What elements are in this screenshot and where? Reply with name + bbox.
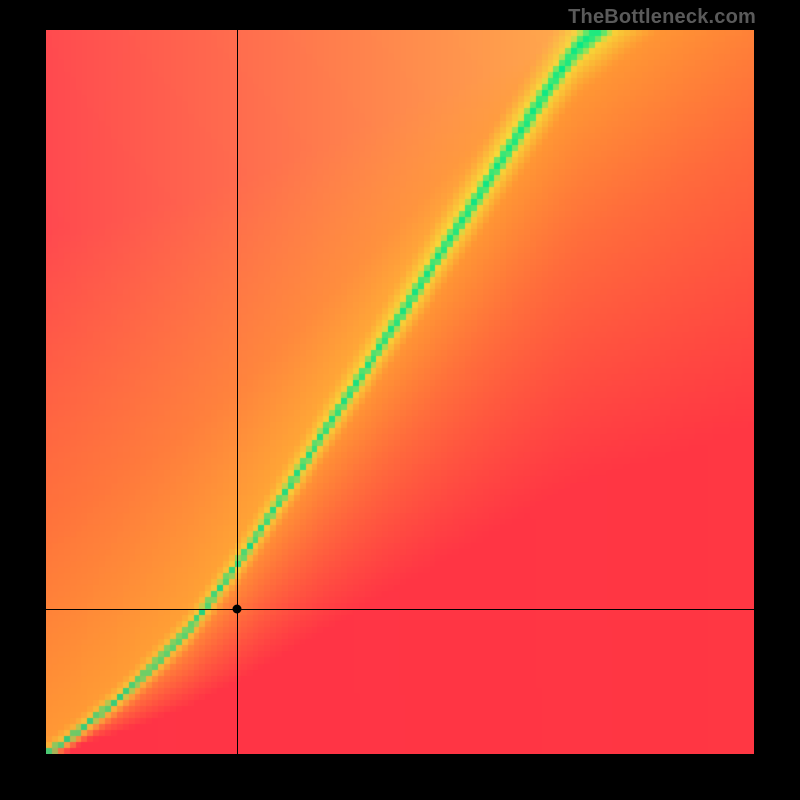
heatmap-canvas	[46, 30, 754, 754]
crosshair-dot	[233, 605, 242, 614]
heatmap-plot	[46, 30, 754, 754]
crosshair-vertical	[237, 30, 238, 754]
crosshair-horizontal	[46, 609, 754, 610]
watermark-text: TheBottleneck.com	[568, 6, 756, 29]
